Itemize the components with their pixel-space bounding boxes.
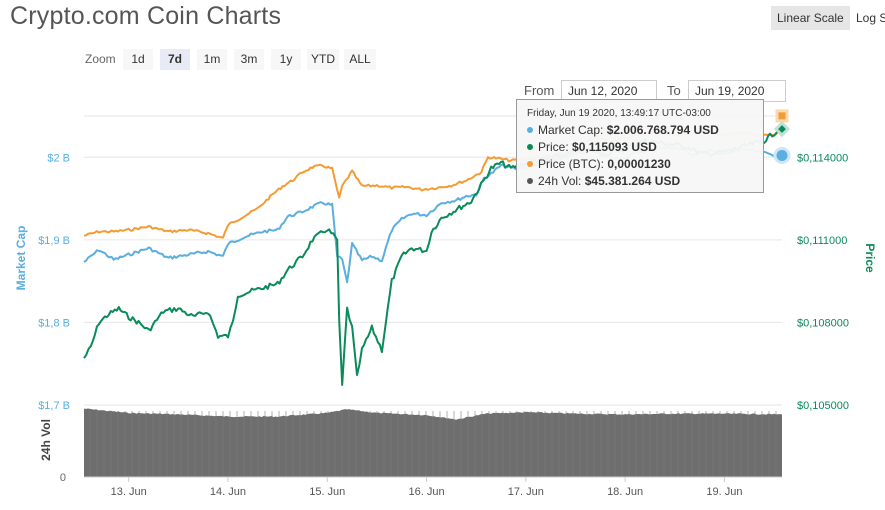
price-marker xyxy=(773,120,791,138)
left-tick-label: $1,8 B xyxy=(38,317,70,329)
from-date-input[interactable]: Jun 12, 2020 xyxy=(561,80,657,102)
left-tick-label: $1,9 B xyxy=(38,235,70,247)
market-cap-marker xyxy=(773,147,791,165)
zoom-ytd-button[interactable]: YTD xyxy=(307,49,339,70)
tooltip-label: 24h Vol: xyxy=(538,174,582,188)
volume-axis-title: 24h Vol xyxy=(39,419,53,461)
tooltip-value: $45.381.264 USD xyxy=(584,174,681,188)
left-tick-label: $1,7 B xyxy=(38,400,70,412)
right-tick-label: $0,114000 xyxy=(797,152,848,164)
log-scale-button[interactable]: Log Scale xyxy=(856,11,885,25)
tooltip-row-price: Price: $0,115093 USD xyxy=(527,139,753,156)
right-axis-title: Price xyxy=(863,243,877,273)
zoom-1d-button[interactable]: 1d xyxy=(123,49,153,70)
zoom-1m-button[interactable]: 1m xyxy=(197,49,227,70)
price-btc-marker xyxy=(775,109,789,123)
x-tick-label: 17. Jun xyxy=(508,486,544,498)
hover-markers xyxy=(773,109,791,165)
left-axis-title: Market Cap xyxy=(14,226,28,291)
left-tick-label: $2 B xyxy=(47,152,70,164)
x-tick-label: 13. Jun xyxy=(111,486,147,498)
zoom-3m-button[interactable]: 3m xyxy=(234,49,264,70)
tooltip-value: $2.006.768.794 USD xyxy=(606,123,719,137)
market-cap-dot xyxy=(527,127,533,133)
x-tick-label: 14. Jun xyxy=(210,486,246,498)
tooltip-label: Price: xyxy=(538,140,569,154)
tooltip-row-volume: 24h Vol: $45.381.264 USD xyxy=(527,173,753,190)
price-dot xyxy=(527,144,533,150)
linear-scale-button[interactable]: Linear Scale xyxy=(771,6,850,30)
zoom-1y-button[interactable]: 1y xyxy=(271,49,301,70)
tooltip-label: Price (BTC): xyxy=(538,157,604,171)
tooltip-date: Friday, Jun 19 2020, 13:49:17 UTC-03:00 xyxy=(527,108,711,119)
zoom-label: Zoom xyxy=(85,52,116,66)
page-title: Crypto.com Coin Charts xyxy=(10,2,282,30)
zoom-7d-button[interactable]: 7d xyxy=(160,49,190,70)
to-label: To xyxy=(667,83,681,98)
x-tick-label: 19. Jun xyxy=(706,486,742,498)
volume-bars xyxy=(84,408,782,477)
from-label: From xyxy=(524,83,555,98)
tooltip-value: $0,115093 USD xyxy=(572,140,657,154)
right-tick-label: $0,111000 xyxy=(797,235,847,247)
x-tick-label: 16. Jun xyxy=(408,486,444,498)
right-tick-label: $0,105000 xyxy=(797,400,849,412)
tooltip-label: Market Cap: xyxy=(538,123,604,137)
volume-tick-label: 0 xyxy=(60,472,66,484)
tooltip-value: 0,00001230 xyxy=(607,157,671,171)
x-tick-label: 18. Jun xyxy=(607,486,643,498)
zoom-all-button[interactable]: ALL xyxy=(344,49,376,70)
tooltip-row-price-btc: Price (BTC): 0,00001230 xyxy=(527,156,753,173)
tooltip-row-market-cap: Market Cap: $2.006.768.794 USD xyxy=(527,122,753,139)
right-tick-label: $0,108000 xyxy=(797,317,849,329)
volume-dot xyxy=(527,178,533,184)
axes: $1,7 B $1,8 B $1,9 B $2 B $0,105000 $0,108000… xyxy=(14,152,877,498)
x-tick-label: 15. Jun xyxy=(309,486,345,498)
chart-tooltip: Friday, Jun 19 2020, 13:49:17 UTC-03:00 … xyxy=(516,99,764,193)
price-btc-dot xyxy=(527,161,533,167)
